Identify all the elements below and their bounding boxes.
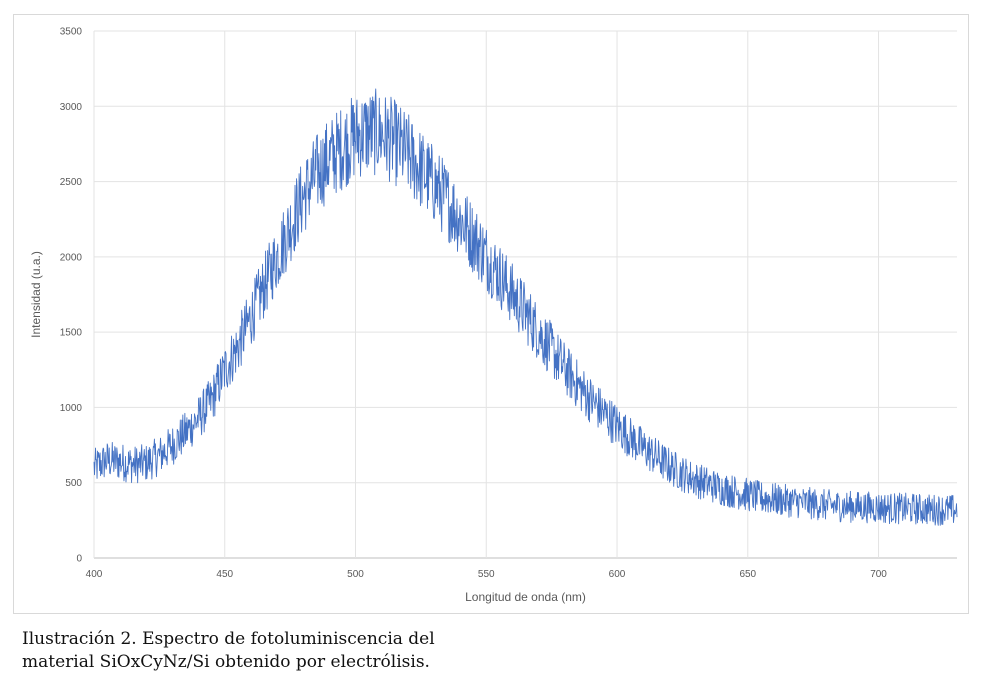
x-tick-label: 650 bbox=[739, 569, 756, 580]
x-tick-label: 600 bbox=[609, 569, 626, 580]
y-axis-title: Intensidad (u.a.) bbox=[29, 251, 43, 338]
series-line bbox=[93, 88, 958, 526]
y-tick-label: 500 bbox=[65, 478, 82, 489]
y-tick-label: 1000 bbox=[60, 403, 83, 414]
caption-line-1: Ilustración 2. Espectro de fotoluminisce… bbox=[22, 629, 435, 649]
y-tick-label: 1500 bbox=[60, 328, 83, 339]
x-tick-label: 550 bbox=[478, 569, 495, 580]
y-tick-label: 3500 bbox=[60, 27, 83, 38]
x-tick-label: 500 bbox=[347, 569, 364, 580]
line-chart: 0 500 1000 1500 2000 2500 3000 3500 400 450 500 550… bbox=[29, 27, 958, 604]
y-tick-label: 2500 bbox=[60, 177, 83, 188]
caption-line-2: material SiOxCyNz/Si obtenido por electr… bbox=[22, 652, 430, 672]
x-tick-label: 700 bbox=[870, 569, 887, 580]
figure-caption: Ilustración 2. Espectro de fotoluminisce… bbox=[22, 628, 722, 674]
y-tick-label: 0 bbox=[76, 554, 82, 565]
y-tick-label: 3000 bbox=[60, 102, 83, 113]
chart-frame: 0 500 1000 1500 2000 2500 3000 3500 400 450 500 550… bbox=[13, 14, 969, 614]
y-tick-label: 2000 bbox=[60, 252, 83, 263]
x-axis-title: Longitud de onda (nm) bbox=[465, 590, 586, 604]
x-tick-label: 400 bbox=[86, 569, 103, 580]
x-tick-label: 450 bbox=[216, 569, 233, 580]
